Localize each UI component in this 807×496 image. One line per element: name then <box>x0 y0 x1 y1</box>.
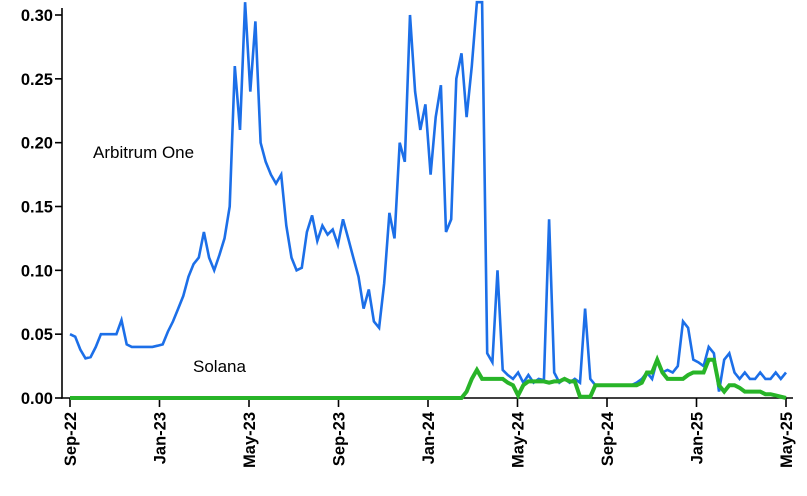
x-tick-label: Jan-23 <box>152 412 170 464</box>
x-tick-label: May-24 <box>510 411 528 468</box>
series-label-arbitrum-one: Arbitrum One <box>93 143 195 162</box>
x-tick-label: Sep-24 <box>599 411 617 466</box>
x-tick-label: Jan-25 <box>689 412 707 464</box>
y-tick-label: 0.10 <box>21 262 53 280</box>
series-line-solana <box>70 354 787 400</box>
y-tick-label: 0.15 <box>21 199 53 217</box>
x-tick-label: May-25 <box>778 412 796 468</box>
x-tick-label: Jan-24 <box>420 411 438 464</box>
y-tick-label: 0.25 <box>21 71 53 89</box>
series-label-solana: Solana <box>193 357 246 376</box>
series-line-arbitrum-one <box>69 0 788 392</box>
x-tick-label: Sep-22 <box>62 412 80 466</box>
y-tick-label: 0.05 <box>21 326 53 344</box>
x-tick-label: Sep-23 <box>331 412 349 466</box>
x-tick-label: May-23 <box>241 412 259 468</box>
y-tick-label: 0.20 <box>21 135 53 153</box>
y-tick-label: 0.00 <box>21 390 53 408</box>
y-tick-label: 0.30 <box>21 7 53 25</box>
